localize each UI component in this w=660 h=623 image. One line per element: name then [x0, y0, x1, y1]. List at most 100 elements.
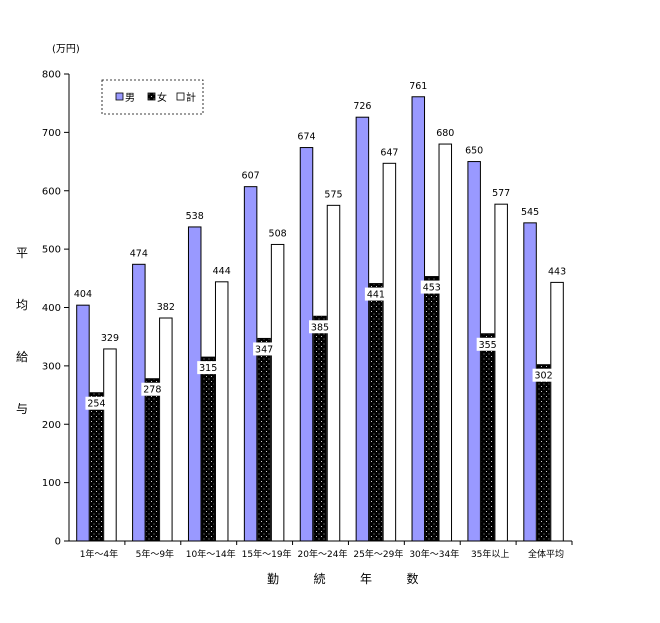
bar-計-7 [494, 203, 508, 542]
legend-swatch-女 [147, 92, 156, 101]
data-label-bg [141, 382, 164, 396]
data-label-bg [364, 287, 387, 301]
y-axis-title-char: 与 [16, 402, 28, 416]
y-tick-label: 600 [42, 186, 61, 197]
y-tick-label: 500 [42, 245, 61, 256]
bar-男-1 [132, 263, 146, 542]
data-label-計-2: 444 [213, 266, 231, 277]
bar-男-6 [411, 96, 426, 542]
bar-男-3 [243, 186, 258, 542]
bar-計-6 [438, 143, 453, 542]
data-label-bg [532, 368, 555, 382]
data-label-女-8: 302 [534, 371, 552, 382]
bar-計-5 [382, 162, 397, 542]
data-label-計-6: 680 [436, 128, 454, 139]
x-axis-title-char: 数 [406, 571, 418, 586]
data-label-男-4: 674 [297, 132, 315, 143]
bar-女-7 [480, 333, 495, 542]
data-label-計-3: 508 [269, 228, 287, 239]
x-tick-label: 20年～24年 [298, 548, 348, 560]
bar-計-8 [550, 281, 564, 542]
bar-計-0 [103, 348, 117, 542]
data-label-bg [253, 342, 276, 356]
x-tick-label: 1年～4年 [80, 548, 118, 560]
bar-女-0 [89, 392, 104, 542]
data-label-女-1: 278 [143, 385, 161, 396]
data-label-女-7: 355 [479, 340, 497, 351]
bar-計-1 [159, 317, 173, 542]
data-label-女-5: 441 [367, 290, 385, 301]
data-label-男-5: 726 [353, 101, 371, 112]
y-tick-label: 200 [42, 420, 61, 431]
legend-swatch-計 [176, 92, 185, 101]
data-label-bg [85, 396, 108, 410]
bar-男-4 [299, 147, 314, 542]
x-tick-label: 30年～34年 [409, 548, 459, 560]
bar-計-3 [270, 243, 285, 542]
bar-男-2 [187, 226, 202, 542]
bar-男-0 [76, 304, 90, 542]
y-axis-title-char: 給 [16, 350, 28, 364]
bar-女-6 [425, 276, 439, 542]
data-label-男-6: 761 [409, 81, 427, 92]
data-label-bg [420, 280, 443, 294]
data-label-男-0: 404 [74, 289, 92, 300]
bar-計-2 [214, 281, 229, 542]
y-tick-label: 700 [42, 128, 61, 139]
data-label-計-4: 575 [324, 189, 342, 200]
data-label-女-2: 315 [199, 363, 217, 374]
y-tick-label: 400 [42, 303, 61, 314]
data-label-計-0: 329 [101, 333, 119, 344]
y-unit-label: (万円) [52, 44, 80, 55]
bar-女-1 [145, 378, 160, 542]
bar-男-5 [355, 116, 370, 542]
legend-label-計: 計 [186, 91, 196, 104]
data-label-女-4: 385 [311, 322, 329, 333]
y-tick-label: 300 [42, 361, 61, 372]
legend-swatch-男 [115, 92, 124, 101]
data-label-男-2: 538 [186, 211, 204, 222]
y-tick-label: 100 [42, 478, 61, 489]
x-axis-title-char: 勤 [267, 572, 279, 586]
data-label-男-1: 474 [130, 248, 148, 259]
y-tick-label: 0 [55, 537, 61, 548]
data-label-計-5: 647 [380, 147, 398, 158]
legend-label-男: 男 [125, 92, 135, 104]
data-label-bg [309, 320, 331, 334]
x-tick-label: 35年以上 [471, 548, 509, 560]
legend: 男女計 [101, 79, 204, 115]
bar-計-4 [326, 204, 341, 542]
data-label-計-1: 382 [157, 302, 175, 313]
data-labels: 404 254 329 474 278 382 538 315 444 607 347 508 674 3… [74, 81, 566, 410]
data-label-女-0: 254 [87, 399, 105, 410]
data-label-bg [476, 337, 499, 351]
data-label-計-8: 443 [548, 266, 566, 277]
bar-女-5 [369, 283, 383, 542]
data-label-女-6: 453 [423, 283, 441, 294]
x-axis-title-char: 年 [360, 572, 372, 586]
x-tick-label: 15年～19年 [242, 548, 292, 560]
x-tick-label: 全体平均 [528, 548, 564, 560]
bar-男-7 [467, 161, 481, 542]
bar-男-8 [523, 222, 537, 542]
y-tick-label: 800 [42, 70, 61, 81]
x-tick-label: 5年～9年 [136, 548, 174, 560]
bar-女-4 [313, 315, 327, 542]
data-label-男-3: 607 [242, 171, 260, 182]
data-label-計-7: 577 [492, 188, 510, 199]
data-label-男-7: 650 [465, 146, 483, 157]
data-label-男-8: 545 [521, 207, 539, 218]
bar-女-2 [201, 356, 215, 542]
bar-女-3 [257, 337, 271, 542]
y-axis-title-char: 均 [16, 298, 28, 312]
x-axis-title-char: 続 [313, 572, 325, 586]
bar-女-8 [536, 364, 551, 542]
y-axis-title-char: 平 [16, 246, 28, 260]
x-tick-label: 25年～29年 [353, 548, 403, 560]
legend-label-女: 女 [157, 91, 167, 104]
bars [76, 96, 564, 542]
data-label-女-3: 347 [255, 344, 273, 355]
data-label-bg [197, 361, 220, 375]
